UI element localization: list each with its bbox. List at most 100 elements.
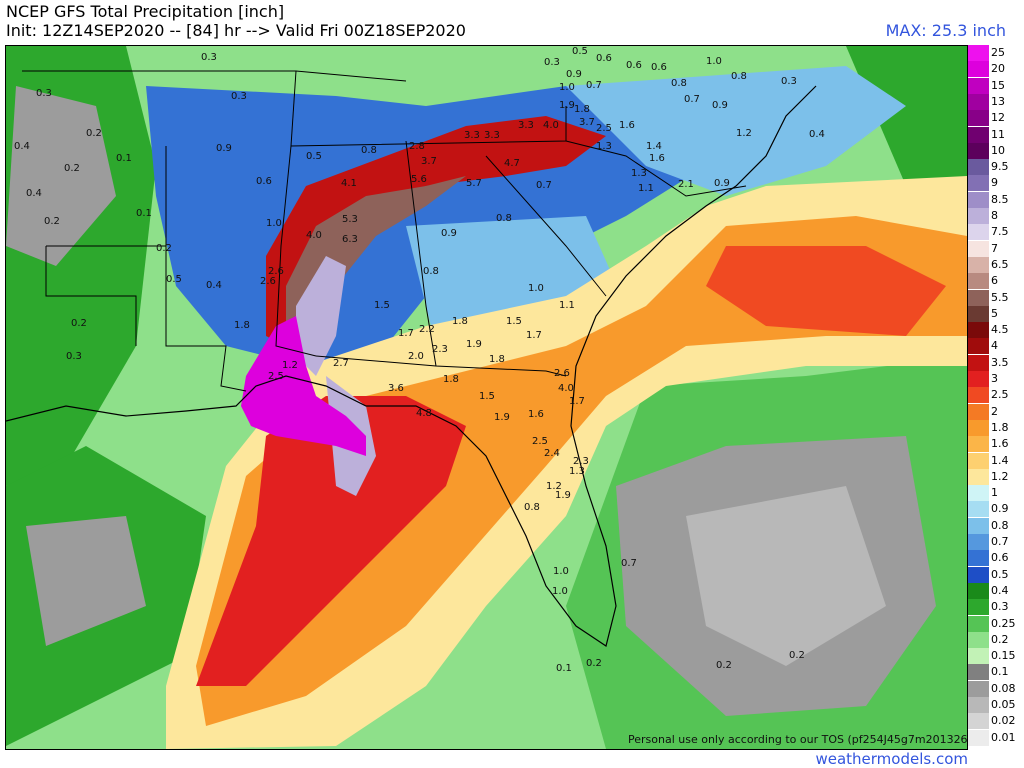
value-label: 0.7 <box>684 94 700 105</box>
legend-label: 0.3 <box>991 600 1009 614</box>
legend-entry: 0.3 <box>968 599 1024 616</box>
precipitation-map: 0.3 0.3 0.2 0.4 0.3 0.2 0.1 0.4 0.2 0.1 … <box>5 45 968 750</box>
legend-swatch <box>968 110 989 127</box>
legend-swatch <box>968 159 989 176</box>
value-label: 1.6 <box>528 409 544 420</box>
state-boundary-line <box>565 140 747 197</box>
legend-label: 9.5 <box>991 160 1009 174</box>
legend-swatch <box>968 77 989 94</box>
value-label: 0.4 <box>14 141 30 152</box>
value-label: 1.9 <box>555 490 571 501</box>
value-label: 2.4 <box>544 448 560 459</box>
legend-swatch <box>968 45 989 61</box>
legend-label: 2.5 <box>991 388 1009 402</box>
legend-entry: 0.8 <box>968 517 1024 534</box>
legend-swatch <box>968 354 989 371</box>
value-label: 0.5 <box>166 274 182 285</box>
legend-swatch <box>968 729 989 746</box>
value-label: 1.2 <box>736 128 752 139</box>
legend-entry: 0.15 <box>968 648 1024 665</box>
legend-label: 0.01 <box>991 730 1016 744</box>
legend-entry: 5.5 <box>968 289 1024 306</box>
precip-zone-orange-band <box>196 216 967 726</box>
value-label: 1.2 <box>282 360 298 371</box>
legend-label: 4.5 <box>991 323 1009 337</box>
legend-label: 0.5 <box>991 567 1009 581</box>
legend-label: 20 <box>991 62 1005 76</box>
legend-label: 1.2 <box>991 469 1009 483</box>
value-label: 0.2 <box>156 243 172 254</box>
legend-swatch <box>968 403 989 420</box>
legend-swatch <box>968 713 989 730</box>
legend-swatch <box>968 680 989 697</box>
state-boundary-line <box>290 70 297 147</box>
precip-zone-brown-track <box>286 176 466 366</box>
legend-entry: 2 <box>968 403 1024 420</box>
legend-label: 0.9 <box>991 502 1009 516</box>
value-label: 0.6 <box>626 60 642 71</box>
value-label: 1.0 <box>266 218 282 229</box>
legend-entry: 8.5 <box>968 191 1024 208</box>
value-label: 0.6 <box>256 176 272 187</box>
state-boundary-line <box>45 246 137 346</box>
value-label: 1.3 <box>569 466 585 477</box>
legend-swatch <box>968 566 989 583</box>
value-label: 0.2 <box>789 650 805 661</box>
legend-entry: 6 <box>968 273 1024 290</box>
legend-label: 0.4 <box>991 583 1009 597</box>
map-subtitle: Init: 12Z14SEP2020 -- [84] hr --> Valid … <box>6 21 466 40</box>
value-label: 2.7 <box>333 358 349 369</box>
legend-entry: 25 <box>968 45 1024 61</box>
legend-swatch <box>968 697 989 713</box>
legend-entry: 1.6 <box>968 436 1024 453</box>
value-label: 2.1 <box>678 179 694 190</box>
value-label: 0.5 <box>572 46 588 57</box>
legend-entry: 0.08 <box>968 680 1024 697</box>
coastline-path <box>6 85 817 647</box>
value-label: 1.0 <box>528 283 544 294</box>
legend-entry: 1.2 <box>968 468 1024 485</box>
value-label: 0.8 <box>361 145 377 156</box>
legend-label: 0.05 <box>991 698 1016 711</box>
value-label: 0.6 <box>651 62 667 73</box>
value-label: 1.3 <box>596 141 612 152</box>
value-label: 1.7 <box>569 396 585 407</box>
value-label: 1.9 <box>559 100 575 111</box>
legend-entry: 12 <box>968 110 1024 127</box>
value-label: 0.8 <box>423 266 439 277</box>
legend-entry: 7 <box>968 240 1024 257</box>
legend-swatch <box>968 224 989 241</box>
legend-entry: 11 <box>968 126 1024 143</box>
value-label: 2.3 <box>573 456 589 467</box>
value-label: 0.8 <box>731 71 747 82</box>
precip-zone-gray-west <box>6 86 116 266</box>
value-label: 2.0 <box>408 351 424 362</box>
value-label: 4.7 <box>504 158 520 169</box>
value-label: 0.9 <box>441 228 457 239</box>
legend-entry: 1.4 <box>968 452 1024 469</box>
legend-label: 5 <box>991 306 998 320</box>
legend-label: 2 <box>991 404 998 418</box>
value-label: 0.6 <box>596 53 612 64</box>
value-label: 0.8 <box>524 502 540 513</box>
legend-label: 0.6 <box>991 551 1009 565</box>
legend-label: 4 <box>991 339 998 353</box>
value-label: 2.2 <box>419 324 435 335</box>
value-label: 1.5 <box>374 300 390 311</box>
legend-entry: 9 <box>968 175 1024 192</box>
precip-zone-lightgray-atlantic <box>686 486 886 666</box>
legend-entry: 0.01 <box>968 729 1024 746</box>
value-label: 0.4 <box>206 280 222 291</box>
value-label: 3.7 <box>579 117 595 128</box>
legend-entry: 2.5 <box>968 387 1024 404</box>
value-label: 0.2 <box>64 163 80 174</box>
state-boundary-line <box>165 146 247 392</box>
legend-swatch <box>968 501 989 518</box>
legend-label: 11 <box>991 127 1005 141</box>
value-label: 1.0 <box>559 82 575 93</box>
legend-entry: 0.9 <box>968 501 1024 518</box>
legend-entry: 1.8 <box>968 419 1024 436</box>
value-label: 1.8 <box>234 320 250 331</box>
value-label: 3.7 <box>421 156 437 167</box>
coastline <box>6 85 817 647</box>
